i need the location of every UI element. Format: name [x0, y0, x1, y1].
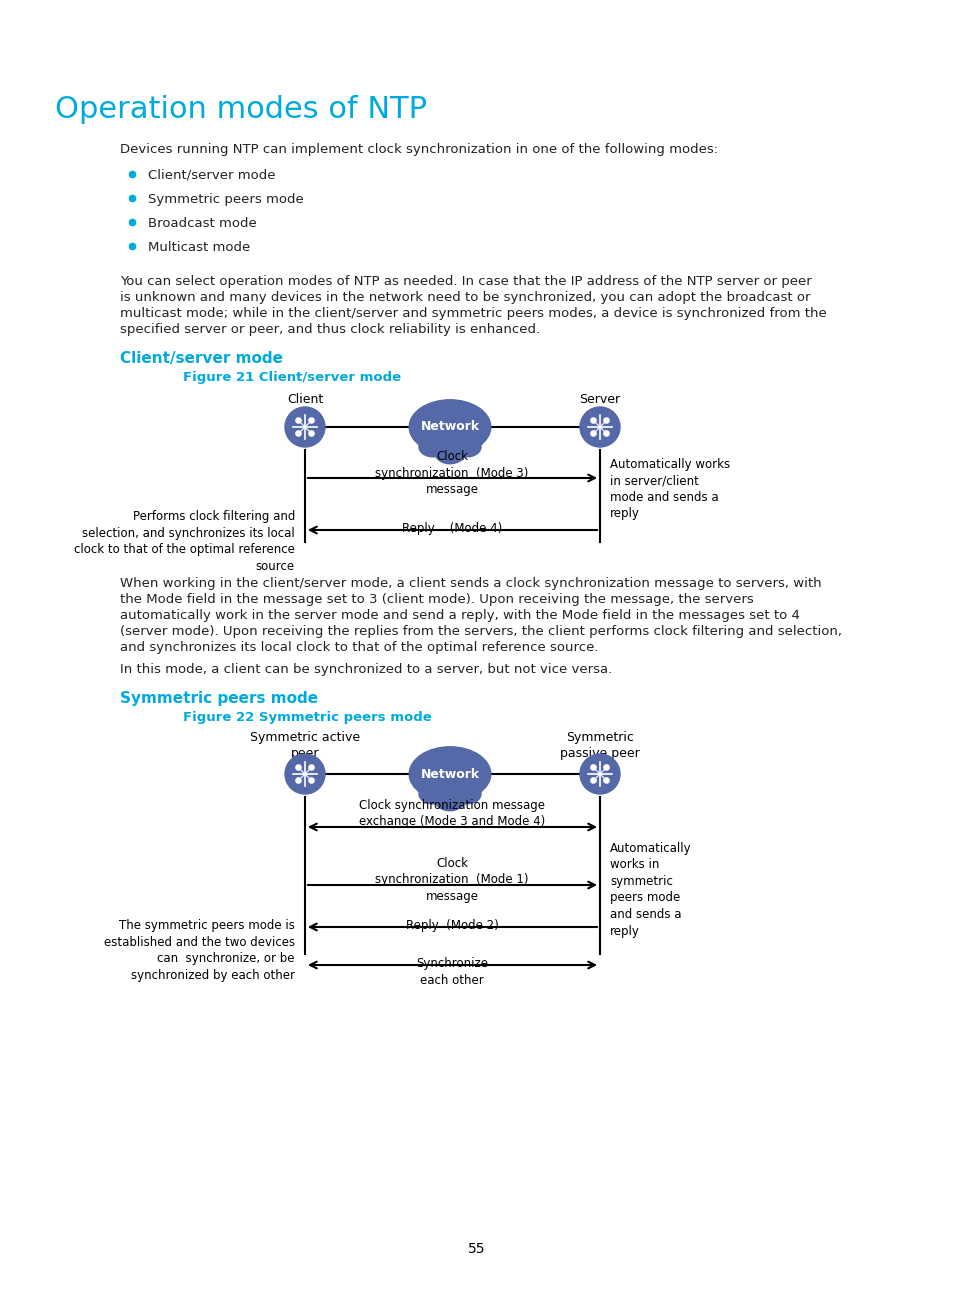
Circle shape	[603, 765, 608, 770]
Circle shape	[309, 765, 314, 770]
Text: Symmetric active
peer: Symmetric active peer	[250, 731, 359, 759]
Circle shape	[295, 430, 301, 435]
Text: Server: Server	[578, 393, 619, 406]
Circle shape	[579, 407, 619, 447]
Text: is unknown and many devices in the network need to be synchronized, you can adop: is unknown and many devices in the netwo…	[120, 292, 810, 305]
Text: specified server or peer, and thus clock reliability is enhanced.: specified server or peer, and thus clock…	[120, 323, 539, 336]
Text: Synchronize
each other: Synchronize each other	[416, 956, 488, 986]
Circle shape	[590, 430, 596, 435]
Text: Performs clock filtering and
selection, and synchronizes its local
clock to that: Performs clock filtering and selection, …	[74, 511, 294, 573]
Text: and synchronizes its local clock to that of the optimal reference source.: and synchronizes its local clock to that…	[120, 642, 598, 654]
Ellipse shape	[435, 442, 464, 464]
Text: When working in the client/server mode, a client sends a clock synchronization m: When working in the client/server mode, …	[120, 577, 821, 590]
Circle shape	[603, 430, 608, 435]
Circle shape	[603, 778, 608, 783]
Text: multicast mode; while in the client/server and symmetric peers modes, a device i: multicast mode; while in the client/serv…	[120, 307, 826, 320]
Text: Client: Client	[287, 393, 323, 406]
Text: Client/server mode: Client/server mode	[120, 351, 283, 365]
Text: Figure 21 Client/server mode: Figure 21 Client/server mode	[183, 371, 400, 384]
Circle shape	[295, 778, 301, 783]
Circle shape	[309, 430, 314, 435]
Text: The symmetric peers mode is
established and the two devices
can  synchronize, or: The symmetric peers mode is established …	[104, 919, 294, 981]
Text: (server mode). Upon receiving the replies from the servers, the client performs : (server mode). Upon receiving the replie…	[120, 625, 841, 638]
Text: Broadcast mode: Broadcast mode	[148, 216, 256, 229]
Text: Client/server mode: Client/server mode	[148, 168, 275, 181]
Text: Multicast mode: Multicast mode	[148, 241, 250, 254]
Ellipse shape	[409, 399, 490, 454]
Circle shape	[309, 417, 314, 422]
Text: Automatically
works in
symmetric
peers mode
and sends a
reply: Automatically works in symmetric peers m…	[609, 842, 691, 937]
Circle shape	[309, 778, 314, 783]
Text: Network: Network	[420, 767, 479, 780]
Text: Clock synchronization message
exchange (Mode 3 and Mode 4): Clock synchronization message exchange (…	[358, 800, 544, 828]
Text: Reply  (Mode 2): Reply (Mode 2)	[405, 919, 497, 932]
Circle shape	[590, 765, 596, 770]
Text: Figure 22 Symmetric peers mode: Figure 22 Symmetric peers mode	[183, 712, 432, 724]
Text: the Mode field in the message set to 3 (client mode). Upon receiving the message: the Mode field in the message set to 3 (…	[120, 594, 753, 607]
Ellipse shape	[418, 437, 447, 456]
Ellipse shape	[453, 784, 480, 804]
Circle shape	[579, 754, 619, 794]
Ellipse shape	[418, 784, 447, 804]
Circle shape	[603, 417, 608, 422]
Text: Clock
synchronization  (Mode 1)
message: Clock synchronization (Mode 1) message	[375, 857, 528, 903]
Ellipse shape	[435, 789, 464, 811]
Text: Network: Network	[420, 420, 479, 433]
Circle shape	[285, 407, 325, 447]
Text: automatically work in the server mode and send a reply, with the Mode field in t: automatically work in the server mode an…	[120, 609, 799, 622]
Text: 55: 55	[468, 1242, 485, 1256]
Text: Symmetric peers mode: Symmetric peers mode	[120, 691, 317, 706]
Text: Reply    (Mode 4): Reply (Mode 4)	[401, 522, 501, 535]
Circle shape	[295, 765, 301, 770]
Text: You can select operation modes of NTP as needed. In case that the IP address of : You can select operation modes of NTP as…	[120, 275, 811, 288]
Text: Devices running NTP can implement clock synchronization in one of the following : Devices running NTP can implement clock …	[120, 143, 718, 156]
Circle shape	[295, 417, 301, 422]
Text: Clock
synchronization  (Mode 3)
message: Clock synchronization (Mode 3) message	[375, 450, 528, 496]
Text: Operation modes of NTP: Operation modes of NTP	[55, 95, 427, 124]
Ellipse shape	[409, 746, 490, 801]
Text: Automatically works
in server/client
mode and sends a
reply: Automatically works in server/client mod…	[609, 457, 729, 521]
Text: In this mode, a client can be synchronized to a server, but not vice versa.: In this mode, a client can be synchroniz…	[120, 664, 612, 677]
Ellipse shape	[453, 437, 480, 456]
Circle shape	[590, 778, 596, 783]
Circle shape	[285, 754, 325, 794]
Text: Symmetric peers mode: Symmetric peers mode	[148, 193, 303, 206]
Text: Symmetric
passive peer: Symmetric passive peer	[559, 731, 639, 759]
Circle shape	[590, 417, 596, 422]
